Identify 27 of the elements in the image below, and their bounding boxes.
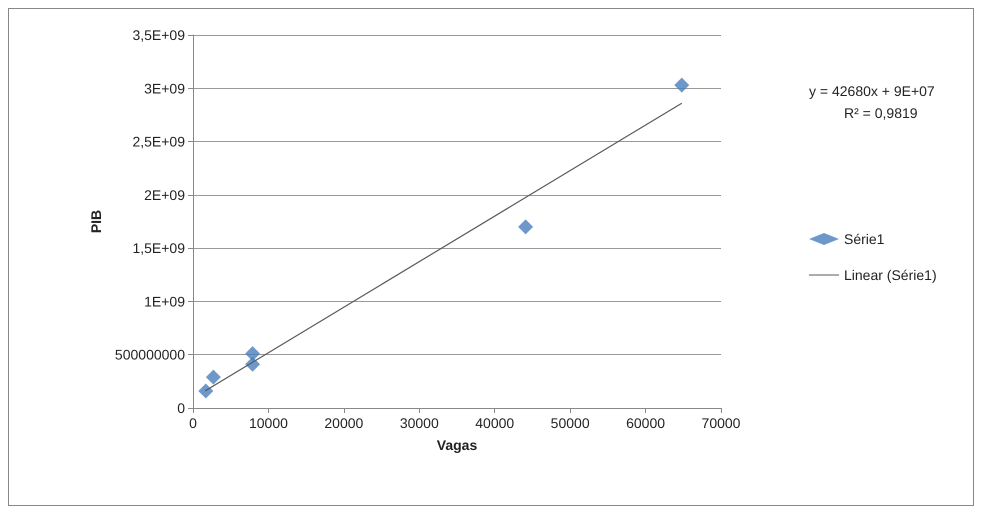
legend-label: Série1: [844, 231, 885, 247]
x-tick-label: 30000: [400, 415, 439, 431]
point: [518, 219, 534, 234]
y-tick-label: 2,5E+09: [132, 134, 186, 150]
x-tick-label: 50000: [550, 415, 590, 431]
x-tick-label: 40000: [475, 415, 514, 431]
point: [198, 383, 214, 398]
point: [674, 78, 690, 93]
y-axis-title: PIB: [88, 210, 104, 234]
y-tick-label: 1E+09: [144, 293, 186, 310]
legend-label: Linear (Série1): [844, 267, 937, 283]
y-tick-label: 3E+09: [144, 80, 186, 96]
y-tick-label: 1,5E+09: [132, 240, 186, 256]
y-tick-label: 3,5E+09: [132, 27, 186, 43]
text: R² = 0,9819: [844, 105, 918, 121]
x-tick-label: 70000: [702, 415, 741, 431]
point: [206, 370, 221, 385]
x-tick-label: 20000: [324, 415, 364, 431]
y-tick-label: 500000000: [114, 346, 186, 363]
y-tick-label: 2E+09: [144, 186, 186, 203]
text: y = 42680x + 9E+07: [809, 83, 935, 99]
x-tick-label: 60000: [626, 415, 666, 431]
y-tick-label: 0: [177, 400, 186, 416]
point: [245, 346, 260, 362]
x-tick-label: 10000: [248, 415, 288, 431]
x-axis-title: Vagas: [436, 437, 478, 453]
x-tick-label: 0: [189, 415, 198, 431]
